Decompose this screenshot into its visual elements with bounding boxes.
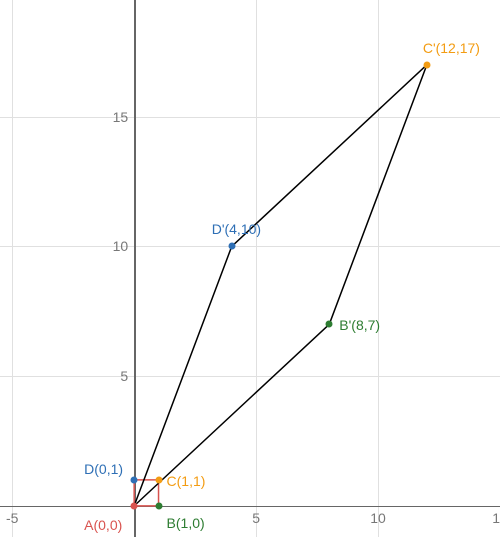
y-tick-label: 5 bbox=[120, 368, 134, 384]
y-tick-label: 15 bbox=[113, 109, 135, 125]
point-label-Cprime: C'(12,17) bbox=[423, 41, 480, 55]
point-C bbox=[155, 476, 162, 483]
x-tick-label: 15 bbox=[492, 510, 500, 526]
point-label-B: B(1,0) bbox=[167, 516, 205, 530]
polygon-shape bbox=[134, 65, 427, 506]
point-Bprime bbox=[326, 321, 333, 328]
x-tick-label: -5 bbox=[6, 510, 18, 526]
point-A bbox=[131, 502, 138, 509]
point-Cprime bbox=[423, 61, 430, 68]
x-tick-label: 5 bbox=[252, 510, 260, 526]
point-label-A: A(0,0) bbox=[84, 518, 122, 532]
shape-layer bbox=[0, 0, 500, 537]
point-label-Bprime: B'(8,7) bbox=[339, 318, 380, 332]
point-Dprime bbox=[228, 243, 235, 250]
point-D bbox=[131, 476, 138, 483]
point-label-D: D(0,1) bbox=[84, 462, 123, 476]
point-B bbox=[155, 502, 162, 509]
y-tick-label: 10 bbox=[113, 238, 135, 254]
point-label-C: C(1,1) bbox=[167, 474, 206, 488]
point-label-Dprime: D'(4,10) bbox=[212, 222, 261, 236]
coordinate-plot: -5 5 10 15 5 10 15 A(0,0) B(1,0) C(1,1) D(0,1) B'(8… bbox=[0, 0, 500, 537]
x-tick-label: 10 bbox=[370, 510, 386, 526]
